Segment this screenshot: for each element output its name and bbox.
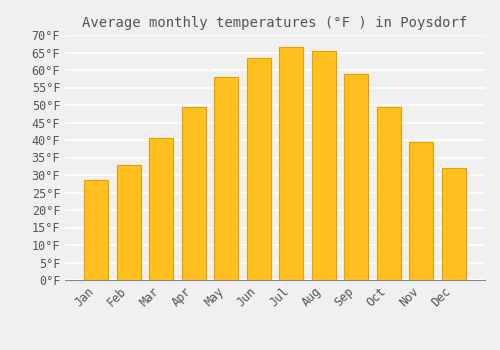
Bar [279, 47, 303, 280]
Bar [246, 58, 271, 280]
Bar [84, 180, 108, 280]
Bar [182, 107, 206, 280]
Title: Average monthly temperatures (°F ) in Poysdorf: Average monthly temperatures (°F ) in Po… [82, 16, 468, 30]
Bar [409, 142, 434, 280]
Bar [312, 51, 336, 280]
Bar [344, 74, 368, 280]
Bar [376, 107, 401, 280]
Bar [116, 164, 141, 280]
Bar [149, 138, 174, 280]
Bar [214, 77, 238, 280]
Bar [442, 168, 466, 280]
